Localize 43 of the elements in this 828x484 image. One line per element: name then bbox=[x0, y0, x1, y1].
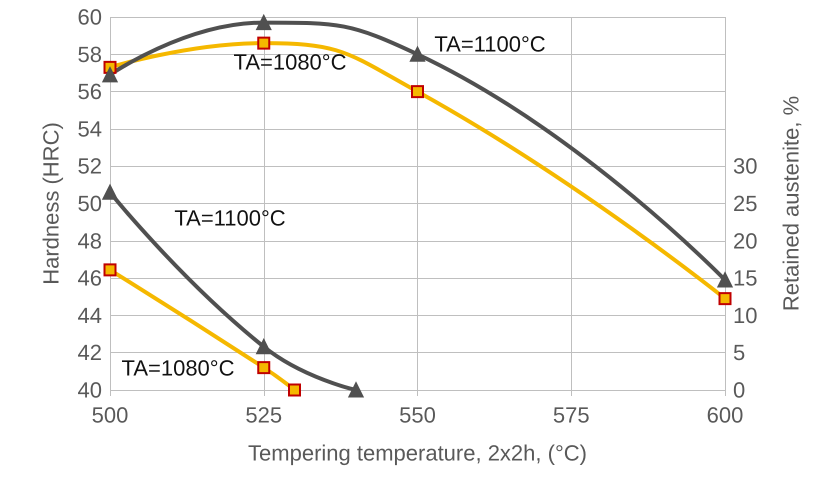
point bbox=[718, 292, 732, 306]
x-tick-label: 550 bbox=[399, 402, 436, 428]
x-axis-title: Tempering temperature, 2x2h, (°C) bbox=[248, 440, 587, 466]
annotation: TA=1100°C bbox=[174, 206, 286, 230]
point bbox=[410, 46, 425, 62]
point bbox=[104, 263, 116, 276]
y-tick-label: 44 bbox=[78, 302, 102, 328]
y-tick-label: 58 bbox=[78, 42, 102, 67]
y-tick-label: 40 bbox=[78, 378, 102, 402]
y2-tick-label: 0 bbox=[733, 378, 746, 402]
point bbox=[256, 339, 272, 354]
y2-tick-label: 15 bbox=[733, 266, 758, 291]
y-tick-label: 46 bbox=[78, 266, 102, 291]
y2-axis-title: Retained austenite, % bbox=[778, 96, 804, 312]
annotation: TA=1100°C bbox=[434, 32, 546, 56]
y-tick-label: 50 bbox=[78, 191, 102, 216]
point bbox=[288, 384, 301, 396]
y2-tick-label: 25 bbox=[733, 191, 758, 216]
x-tick-label: 575 bbox=[552, 402, 590, 428]
point bbox=[257, 361, 270, 374]
point bbox=[718, 272, 732, 288]
y-axis-title: Hardness (HRC) bbox=[38, 122, 64, 285]
y-tick-label: 48 bbox=[78, 228, 102, 254]
point bbox=[102, 67, 118, 82]
point bbox=[257, 36, 270, 50]
y2-tick-label: 5 bbox=[733, 340, 746, 366]
y-tick-label: 54 bbox=[78, 116, 102, 142]
point bbox=[411, 85, 424, 98]
y2-tick-label: 10 bbox=[733, 302, 758, 328]
y-tick-label: 52 bbox=[78, 154, 102, 179]
x-tick-label: 525 bbox=[245, 402, 282, 428]
y2-tick-label: 30 bbox=[733, 154, 758, 179]
x-tick-label: 600 bbox=[706, 402, 744, 428]
y2-tick-label: 20 bbox=[733, 228, 758, 254]
y-tick-label: 60 bbox=[78, 4, 102, 30]
x-tick-label: 500 bbox=[92, 402, 128, 428]
point bbox=[102, 184, 118, 200]
annotation: TA=1080°C bbox=[234, 50, 347, 74]
point bbox=[348, 382, 364, 398]
y-tick-label: 42 bbox=[78, 340, 102, 366]
annotation: TA=1080°C bbox=[122, 356, 235, 380]
y-tick-label: 56 bbox=[78, 79, 102, 104]
point bbox=[256, 15, 272, 30]
